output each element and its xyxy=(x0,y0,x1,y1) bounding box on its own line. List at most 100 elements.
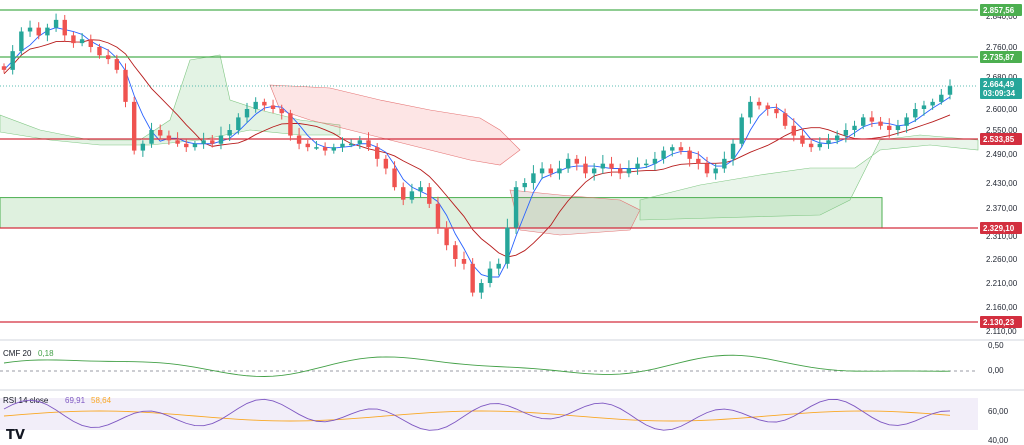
price-tick: 2.600,00 xyxy=(986,105,1018,114)
candle-body xyxy=(201,140,206,144)
candle xyxy=(348,139,354,148)
candle xyxy=(97,43,102,59)
candle xyxy=(800,128,805,147)
candle xyxy=(305,139,310,152)
candle xyxy=(661,146,666,164)
candle xyxy=(644,159,649,169)
cmf-title: CMF 20 xyxy=(3,349,32,358)
cmf-tick: 0,50 xyxy=(988,341,1004,350)
level-tag-label: 2.857,56 xyxy=(983,6,1015,15)
candle-body xyxy=(591,168,597,174)
candle xyxy=(288,109,293,141)
candle-body xyxy=(522,183,527,188)
candle-body xyxy=(62,19,67,36)
candle-body xyxy=(644,163,649,166)
current-price-tag xyxy=(980,78,1022,99)
candle-body xyxy=(123,69,128,102)
cloud-red-1 xyxy=(269,84,521,166)
candle xyxy=(123,63,128,108)
candle-body xyxy=(513,187,519,228)
candle-body xyxy=(131,101,137,151)
candle-body xyxy=(461,259,467,264)
candle-body xyxy=(296,135,302,144)
candle-body xyxy=(10,51,15,70)
candle xyxy=(479,279,484,299)
candle xyxy=(36,22,41,40)
candle-body xyxy=(895,125,901,130)
candle xyxy=(105,49,111,65)
candle-body xyxy=(409,191,415,200)
candle-body xyxy=(704,163,710,174)
candle xyxy=(652,151,658,171)
candle xyxy=(314,141,319,150)
candle xyxy=(409,183,415,204)
demand-zone-layer xyxy=(0,197,883,229)
candle xyxy=(19,27,24,55)
level-tag xyxy=(980,316,1022,328)
cmf-value: 0,18 xyxy=(38,349,54,358)
candle-body xyxy=(366,140,371,148)
candle xyxy=(158,124,163,140)
candle-body xyxy=(635,163,640,169)
candle xyxy=(453,241,458,267)
candle-body xyxy=(782,113,788,126)
candle xyxy=(861,114,866,130)
candle xyxy=(522,178,527,192)
candle xyxy=(696,151,701,170)
candle xyxy=(496,258,501,276)
candle xyxy=(756,97,762,110)
candle-body xyxy=(756,101,762,106)
candle-body xyxy=(53,19,59,28)
level-lines-layer xyxy=(0,9,978,323)
candle xyxy=(852,120,857,137)
candle-body xyxy=(184,143,189,148)
candle xyxy=(140,140,146,157)
candle xyxy=(383,154,389,175)
candle-body xyxy=(834,135,840,141)
candle-body xyxy=(843,130,849,136)
candle-body xyxy=(79,39,85,44)
candle-body xyxy=(565,158,571,169)
candle xyxy=(374,143,380,167)
candle-body xyxy=(687,150,692,159)
logo-mark: TV xyxy=(6,428,25,443)
candle xyxy=(887,118,892,138)
candle-body xyxy=(427,187,432,204)
candle xyxy=(401,182,406,206)
candle xyxy=(114,54,120,74)
candle xyxy=(192,141,198,151)
candle xyxy=(774,103,779,119)
candle xyxy=(704,156,710,178)
candle xyxy=(531,165,536,190)
candles-layer xyxy=(1,13,953,299)
rsi-value: 69,91 xyxy=(65,396,86,405)
price-tick: 2.210,00 xyxy=(986,279,1018,288)
candle-body xyxy=(374,147,380,159)
candle-body xyxy=(852,125,857,130)
price-tick: 2.840,00 xyxy=(986,12,1018,21)
candle-body xyxy=(71,35,76,44)
candle-body xyxy=(88,39,93,47)
candle xyxy=(270,99,276,114)
cloud-red-2 xyxy=(509,189,641,236)
candle-body xyxy=(930,101,935,106)
candle-body xyxy=(626,168,632,174)
candle-body xyxy=(444,227,449,246)
price-tick: 2.430,00 xyxy=(986,179,1018,188)
countdown-label: 03:09:34 xyxy=(983,89,1016,98)
candle-body xyxy=(236,117,241,130)
candle-body xyxy=(887,125,892,130)
candle-body xyxy=(808,143,814,148)
candle-body xyxy=(878,121,883,126)
candle xyxy=(826,133,831,149)
candle xyxy=(895,119,901,136)
candle-body xyxy=(322,147,328,151)
candle-body xyxy=(331,147,336,151)
candle-body xyxy=(158,130,163,136)
candle-body xyxy=(45,27,50,36)
candle xyxy=(201,132,206,149)
candle xyxy=(722,151,727,173)
candle-body xyxy=(730,143,736,159)
